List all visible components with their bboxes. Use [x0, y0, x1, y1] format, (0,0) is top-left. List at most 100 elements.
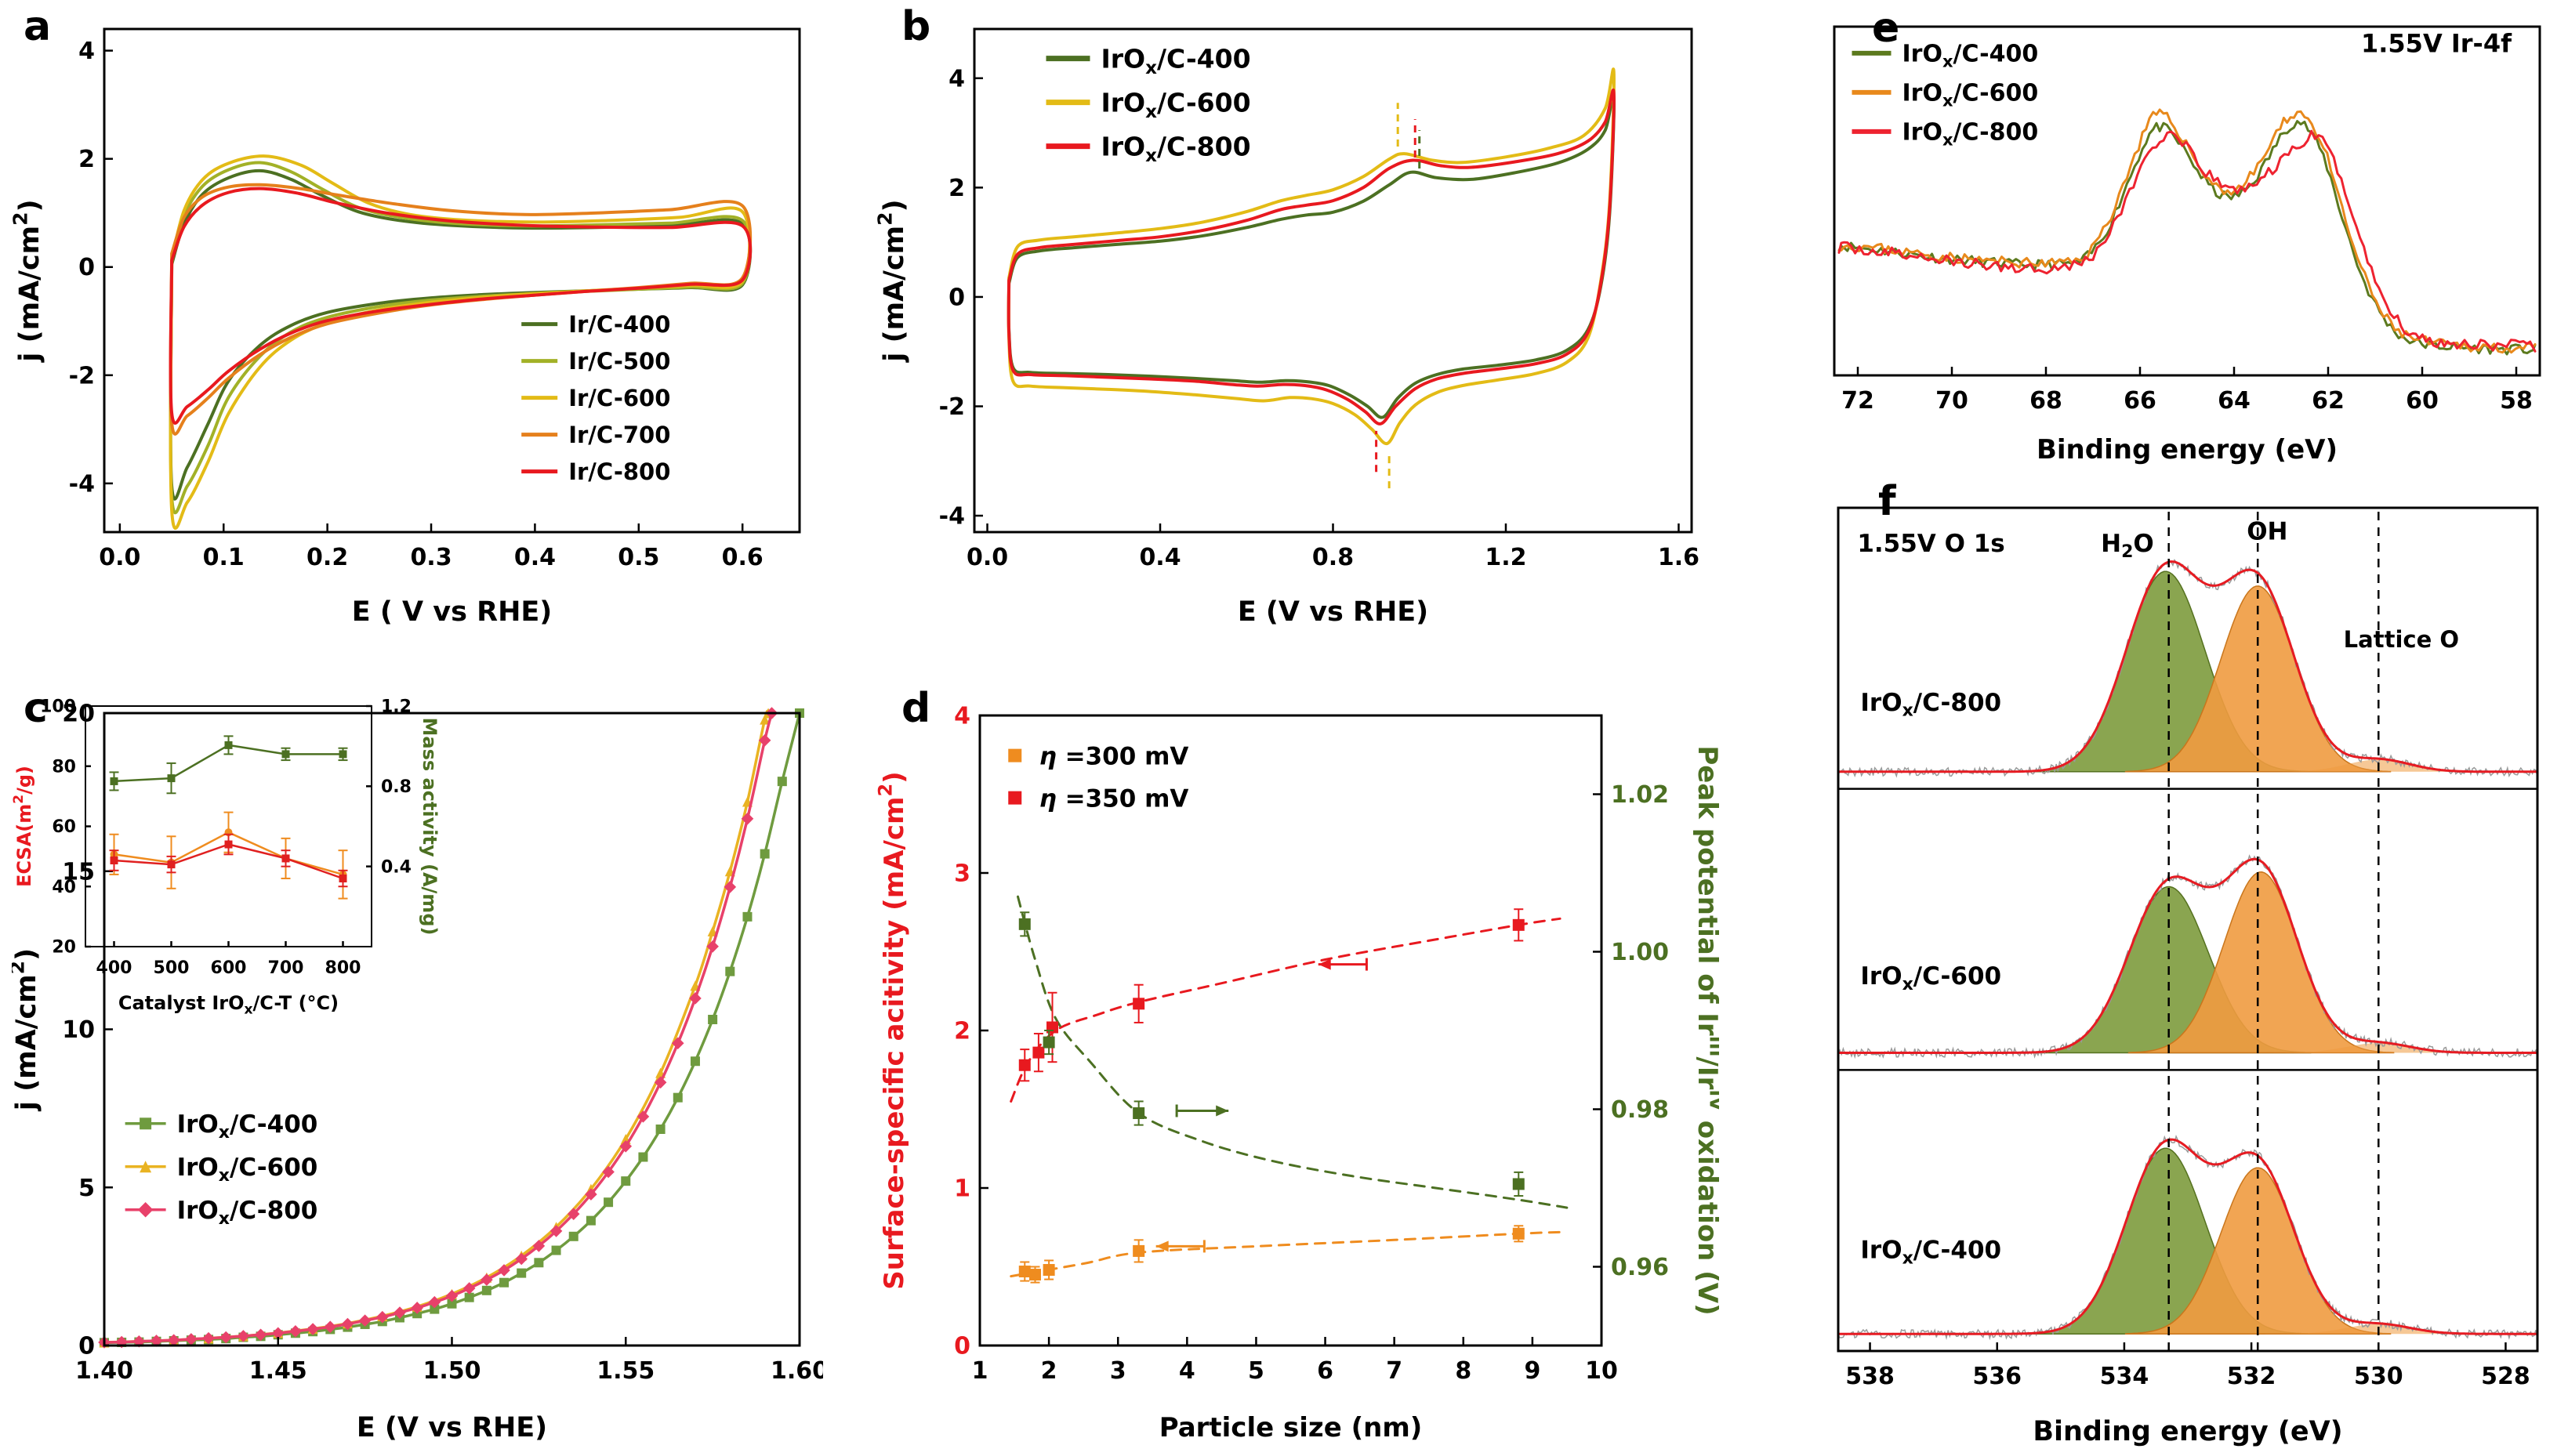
svg-text:8: 8	[1455, 1357, 1471, 1385]
svg-text:400: 400	[96, 958, 132, 978]
svg-text:Ir/C-800: Ir/C-800	[568, 458, 670, 485]
svg-text:1.55: 1.55	[597, 1357, 655, 1385]
svg-text:5: 5	[1248, 1357, 1264, 1385]
svg-text:1.2: 1.2	[381, 697, 412, 717]
svg-text:70: 70	[1935, 387, 1968, 415]
svg-text:IrOx/C-800: IrOx/C-800	[1101, 132, 1251, 166]
svg-text:3: 3	[1110, 1357, 1126, 1385]
svg-text:68: 68	[2029, 387, 2062, 415]
svg-text:η =300 mV: η =300 mV	[1039, 742, 1189, 770]
chart-d-activity-vs-size: 1 2 3 4 5 6 7 8 9 10 Particle size (nm) 0 1 2 3 4 Surfac…	[876, 694, 1719, 1446]
chart-c-inset-ecsa: 400 500 600 700 800 Catalyst IrOx/C-T (°C) 20 4…	[12, 694, 439, 1019]
svg-text:1: 1	[972, 1357, 988, 1385]
svg-text:Ir/C-700: Ir/C-700	[568, 422, 670, 448]
svg-text:1.40: 1.40	[75, 1357, 133, 1385]
svg-text:6: 6	[1317, 1357, 1333, 1385]
svg-text:IrOx/C-800: IrOx/C-800	[1902, 119, 2039, 150]
svg-text:E ( V vs RHE): E ( V vs RHE)	[352, 596, 553, 628]
svg-text:H2O: H2O	[2101, 530, 2154, 562]
svg-text:1: 1	[954, 1175, 970, 1203]
svg-text:2: 2	[78, 146, 95, 173]
panel-letter-e: e	[1872, 5, 1900, 52]
svg-text:-4: -4	[69, 470, 95, 498]
svg-text:1.00: 1.00	[1611, 939, 1669, 966]
svg-text:Particle size (nm): Particle size (nm)	[1159, 1412, 1423, 1443]
svg-text:0.6: 0.6	[722, 544, 764, 571]
svg-text:10: 10	[62, 1016, 95, 1044]
svg-text:0.4: 0.4	[381, 857, 412, 877]
svg-text:IrOx/C-400: IrOx/C-400	[1902, 41, 2039, 71]
chart-e-xps-ir4f: 1.55V Ir-4f 72 70 68 66 64 62 60 58 Binding energ…	[1791, 9, 2559, 468]
panel-letter-d: d	[901, 685, 931, 732]
svg-text:0.2: 0.2	[306, 544, 348, 571]
svg-text:IrOx/C-400: IrOx/C-400	[1101, 44, 1251, 78]
panel-e: 1.55V Ir-4f 72 70 68 66 64 62 60 58 Binding energ…	[1791, 9, 2559, 468]
svg-text:0: 0	[948, 284, 965, 311]
svg-text:62: 62	[2312, 387, 2345, 415]
svg-text:2: 2	[948, 175, 965, 202]
svg-text:-4: -4	[939, 503, 965, 531]
panel-f: 1.55V O 1s H2O OH Lattice O IrOx/C-800 IrOx/C…	[1791, 492, 2559, 1450]
svg-text:0: 0	[78, 254, 95, 281]
svg-text:1.60: 1.60	[771, 1357, 823, 1385]
svg-text:0.5: 0.5	[618, 544, 659, 571]
chart-f-xps-o1s: 1.55V O 1s H2O OH Lattice O IrOx/C-800 IrOx/C…	[1791, 492, 2559, 1450]
svg-text:4: 4	[78, 38, 95, 65]
svg-text:Catalyst IrOx/C-T (°C): Catalyst IrOx/C-T (°C)	[118, 992, 339, 1017]
svg-text:1.6: 1.6	[1658, 544, 1699, 571]
panel-letter-f: f	[1878, 478, 1896, 525]
svg-text:IrOx/C-600: IrOx/C-600	[1902, 80, 2039, 110]
svg-text:IrOx/C-400: IrOx/C-400	[1860, 1236, 2001, 1268]
svg-text:1.55V Ir-4f: 1.55V Ir-4f	[2361, 28, 2512, 58]
svg-text:58: 58	[2500, 387, 2533, 415]
svg-text:10: 10	[1585, 1357, 1618, 1385]
svg-text:0.98: 0.98	[1611, 1096, 1669, 1124]
svg-text:532: 532	[2227, 1363, 2276, 1390]
svg-text:0.96: 0.96	[1611, 1254, 1669, 1281]
svg-text:-2: -2	[69, 362, 95, 389]
panel-letter-a: a	[24, 3, 52, 50]
svg-text:Ir/C-600: Ir/C-600	[568, 385, 670, 411]
svg-text:4: 4	[1179, 1357, 1195, 1385]
panel-a: 0.0 0.1 0.2 0.3 0.4 0.5 0.6 E ( V vs RHE) -4 -2 0 2…	[12, 9, 823, 630]
svg-text:40: 40	[52, 878, 76, 897]
svg-text:0.3: 0.3	[410, 544, 452, 571]
svg-text:0.1: 0.1	[203, 544, 245, 571]
svg-text:Binding energy (eV): Binding energy (eV)	[2037, 434, 2338, 465]
svg-text:528: 528	[2481, 1363, 2530, 1390]
svg-text:800: 800	[325, 958, 361, 978]
svg-text:1.2: 1.2	[1485, 544, 1526, 571]
svg-text:-2: -2	[939, 393, 965, 421]
svg-text:60: 60	[2406, 387, 2439, 415]
svg-text:η =350 mV: η =350 mV	[1039, 784, 1189, 813]
svg-text:700: 700	[268, 958, 304, 978]
svg-text:2: 2	[954, 1018, 970, 1045]
chart-a-cv-irc: 0.0 0.1 0.2 0.3 0.4 0.5 0.6 E ( V vs RHE) -4 -2 0 2…	[12, 9, 823, 630]
svg-text:IrOx/C-800: IrOx/C-800	[1860, 689, 2001, 721]
svg-text:4: 4	[954, 703, 970, 730]
svg-text:IrOx/C-400: IrOx/C-400	[177, 1110, 318, 1143]
svg-text:66: 66	[2124, 387, 2156, 415]
svg-text:j (mA/cm2): j (mA/cm2)	[876, 199, 910, 363]
svg-text:0.0: 0.0	[99, 544, 140, 571]
svg-text:IrOx/C-600: IrOx/C-600	[1860, 962, 2001, 994]
svg-text:ECSA(m2/g): ECSA(m2/g)	[12, 766, 35, 887]
svg-text:Binding energy (eV): Binding energy (eV)	[2033, 1416, 2342, 1447]
svg-text:IrOx/C-600: IrOx/C-600	[177, 1154, 318, 1186]
svg-text:E (V vs RHE): E (V vs RHE)	[1238, 596, 1428, 628]
svg-text:1.45: 1.45	[249, 1357, 307, 1385]
svg-text:15: 15	[62, 858, 95, 886]
svg-text:0.4: 0.4	[1139, 544, 1181, 571]
svg-text:0: 0	[78, 1333, 95, 1360]
svg-text:1.02: 1.02	[1611, 781, 1669, 809]
panel-b: 0.0 0.4 0.8 1.2 1.6 E (V vs RHE) -4 -2 0 2 4 j (mA/…	[876, 9, 1719, 630]
svg-text:60: 60	[52, 817, 76, 837]
svg-text:536: 536	[1972, 1363, 2022, 1390]
svg-text:64: 64	[2218, 387, 2251, 415]
svg-text:500: 500	[154, 958, 190, 978]
svg-text:72: 72	[1841, 387, 1874, 415]
svg-text:20: 20	[62, 701, 95, 728]
panel-letter-c: c	[24, 685, 48, 732]
svg-text:7: 7	[1386, 1357, 1402, 1385]
